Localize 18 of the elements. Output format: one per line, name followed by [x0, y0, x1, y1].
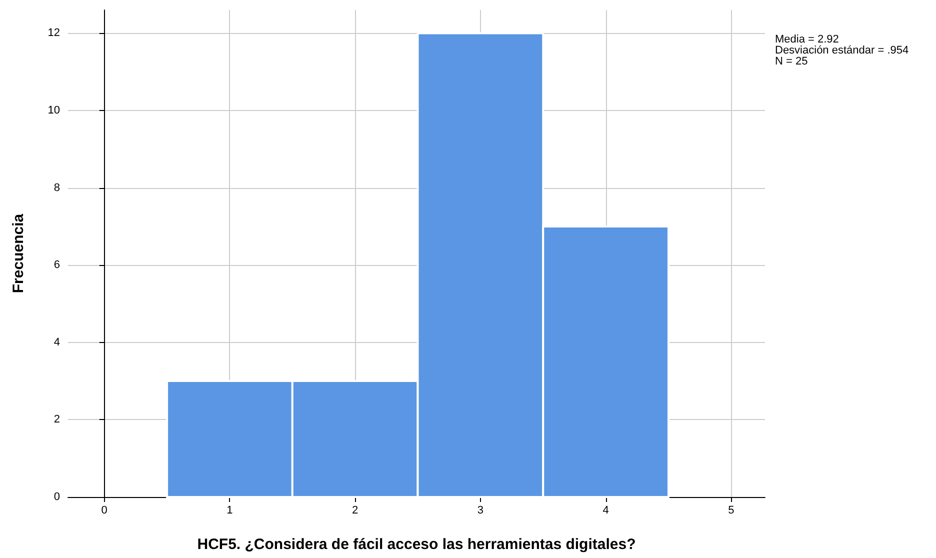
- y-tick-label: 4: [54, 336, 60, 348]
- x-tick-label: 1: [226, 504, 233, 516]
- y-tick-label: 8: [54, 182, 60, 194]
- x-tick-label: 5: [728, 504, 734, 516]
- x-tick-label: 0: [101, 504, 108, 516]
- y-tick-label: 12: [48, 27, 60, 40]
- y-tick-label: 0: [54, 491, 60, 503]
- y-tick-label: 6: [54, 259, 60, 272]
- x-axis-title: HCF5. ¿Considera de fácil acceso las herramientas digitales?: [197, 536, 636, 553]
- x-tick-label: 3: [477, 504, 484, 516]
- y-tick-label: 10: [48, 104, 60, 116]
- x-tick-label: 4: [602, 504, 609, 516]
- text: Media = 2.92: [775, 34, 839, 46]
- text: N = 25: [775, 56, 808, 68]
- y-axis-title: Frecuencia: [10, 213, 27, 294]
- text: Desviación estándar = .954: [775, 44, 909, 56]
- x-tick-label: 2: [352, 504, 358, 516]
- y-tick-label: 2: [54, 414, 60, 426]
